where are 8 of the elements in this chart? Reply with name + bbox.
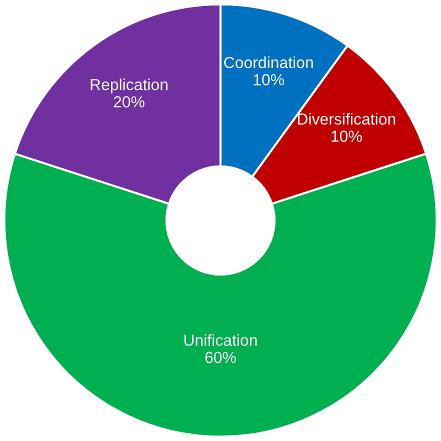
data-label: 60%: [205, 352, 236, 364]
slice-label: Coordination: [224, 56, 313, 68]
data-label: 10%: [332, 130, 362, 142]
slice-label: Unification: [184, 334, 257, 346]
slice-label: Replication: [90, 78, 168, 94]
slice-label: Diversification: [298, 112, 396, 125]
data-label: 10%: [254, 74, 284, 86]
data-label: 20%: [114, 96, 144, 108]
